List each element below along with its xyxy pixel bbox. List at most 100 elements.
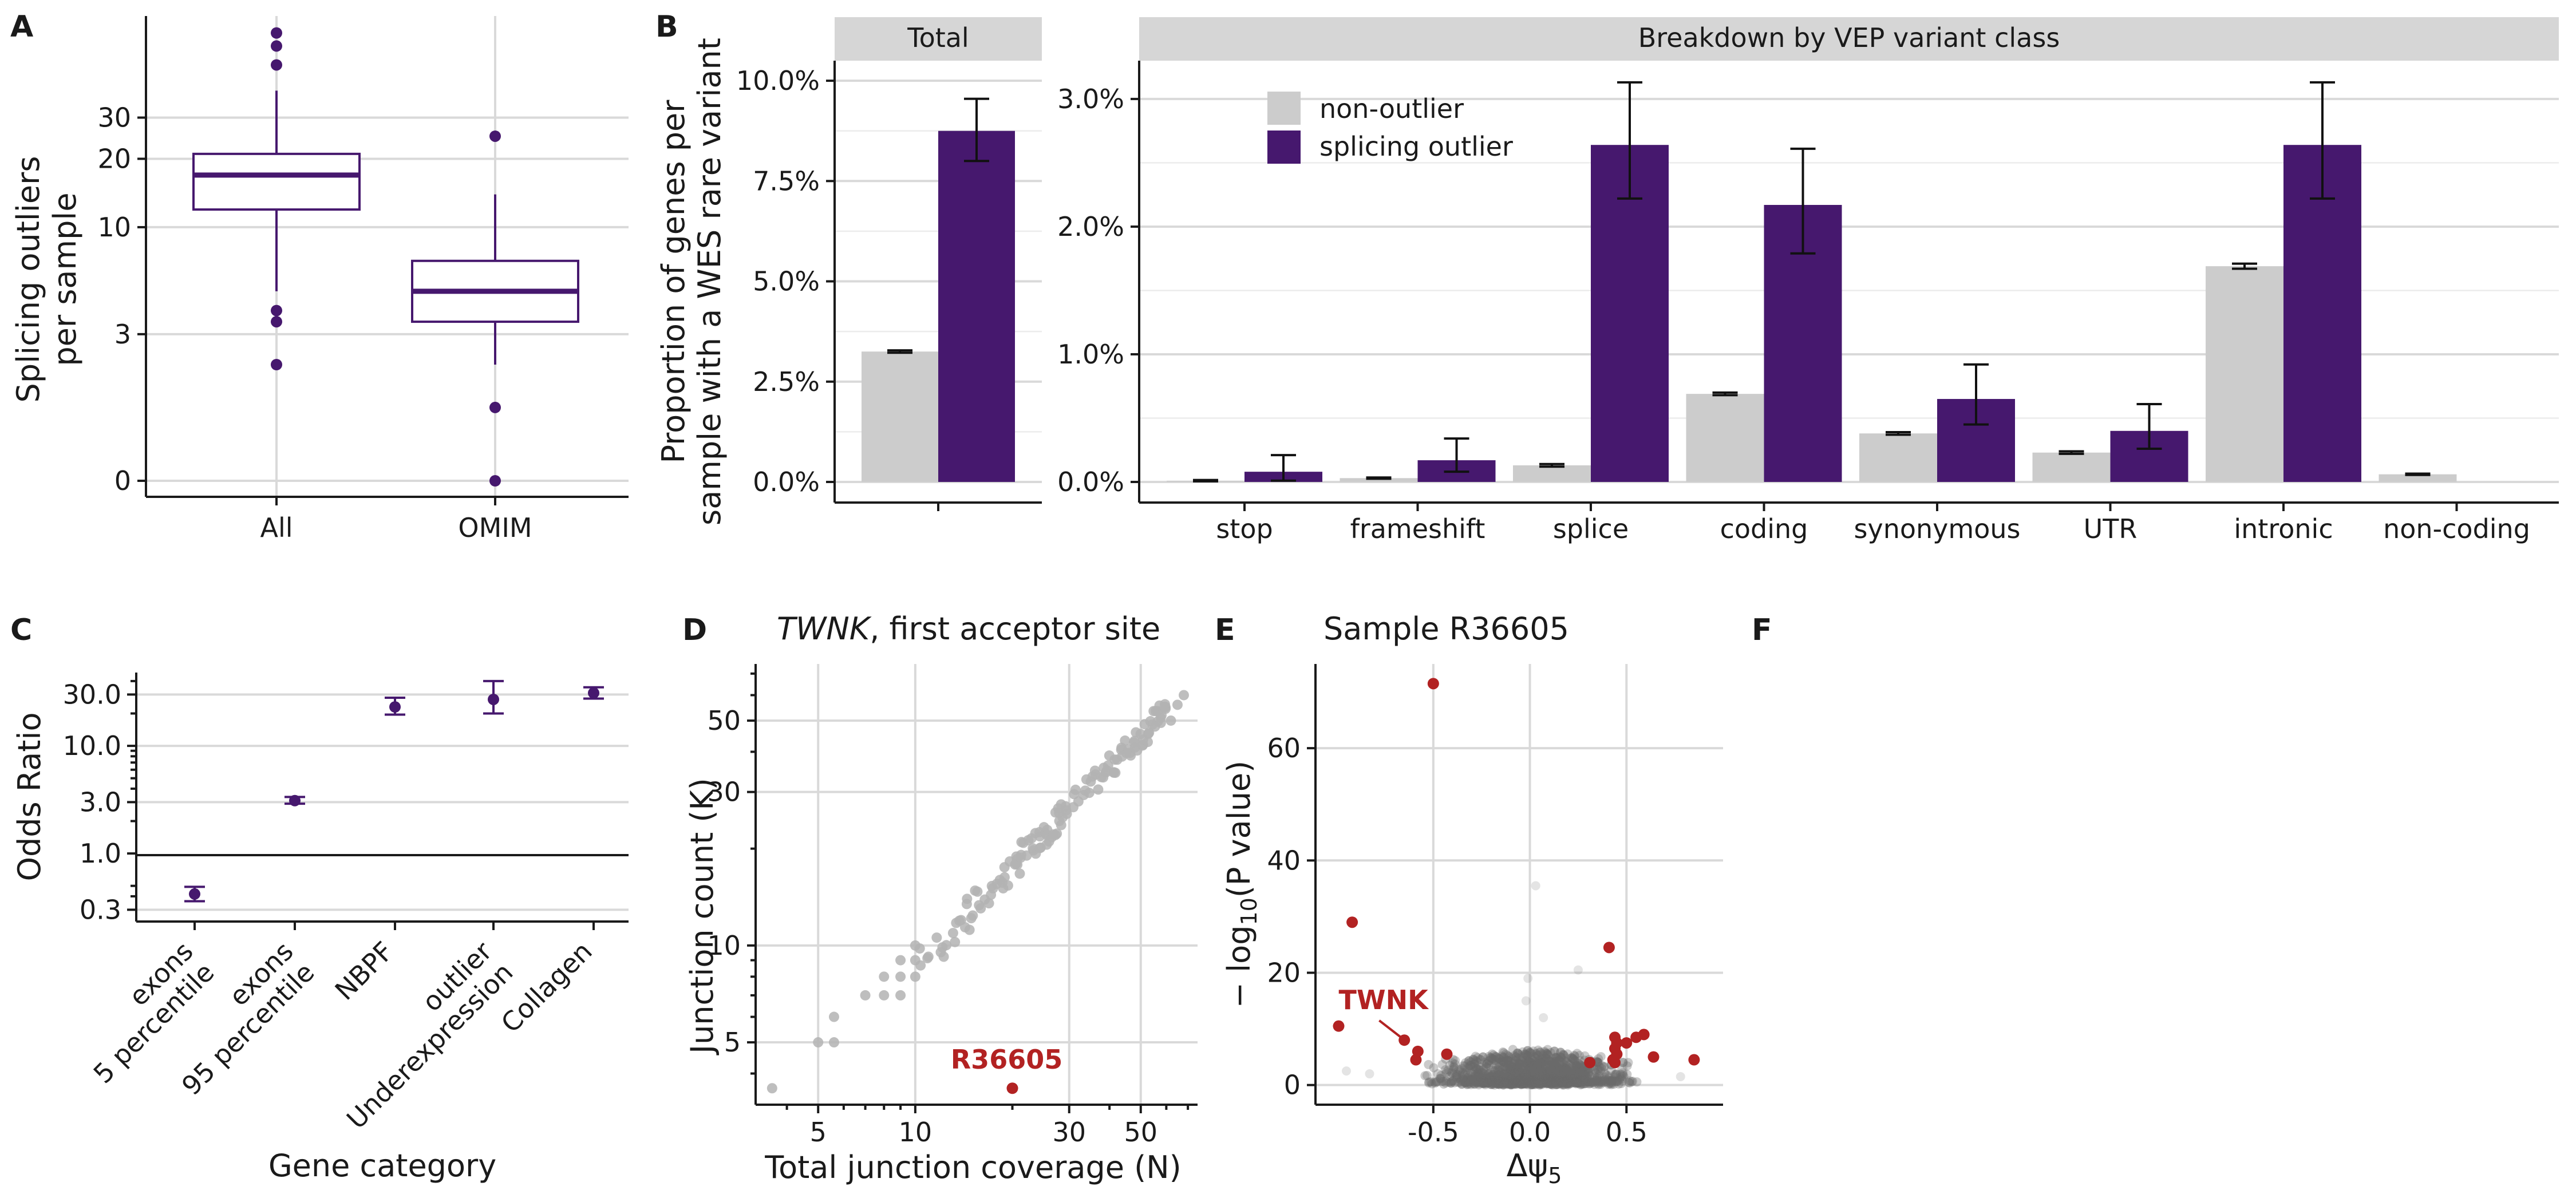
point-e-gray [1511, 1074, 1520, 1084]
point-e-gray [1427, 1079, 1437, 1089]
point-e-gray [1494, 1053, 1503, 1063]
point-e-gray [1487, 1080, 1496, 1089]
point-e-gray [1586, 1078, 1596, 1088]
point-e-gray [1455, 1064, 1464, 1074]
point-e-gray [1562, 1079, 1572, 1089]
point-e-gray [1524, 1064, 1534, 1074]
point-e-gray [1498, 1064, 1507, 1074]
point-d [828, 1011, 839, 1022]
point-e-gray [1527, 1076, 1537, 1086]
point-e-gray [1485, 1074, 1495, 1084]
point-e-gray [1498, 1071, 1508, 1081]
point-e-gray [1591, 1076, 1601, 1086]
point-e-gray [1467, 1077, 1477, 1087]
point-e-gray [1478, 1078, 1488, 1088]
point-e-gray [1528, 1066, 1538, 1076]
point-e-gray [1492, 1074, 1502, 1084]
point-e-gray [1507, 1079, 1517, 1089]
point-e-gray [1531, 1073, 1540, 1082]
point-e-gray [1548, 1071, 1558, 1081]
point-e-gray [1536, 1071, 1546, 1081]
point-e-gray [1485, 1075, 1495, 1085]
x-tick-label-coding: coding [1720, 513, 1808, 544]
point-e-gray [1484, 1069, 1494, 1078]
point-e-gray [1516, 1077, 1526, 1086]
point-e-gray [1516, 1076, 1526, 1086]
point-e-gray [1495, 1078, 1505, 1088]
point-e-gray [1456, 1067, 1465, 1077]
point-e-gray [1559, 1062, 1568, 1072]
point-e-gray [1617, 1076, 1627, 1086]
point-e-gray [1510, 1077, 1519, 1087]
point-e-gray [1536, 1076, 1546, 1085]
point-e-gray [1551, 1073, 1561, 1082]
point-e-gray [1489, 1079, 1499, 1089]
point-e-gray [1473, 1078, 1483, 1088]
point-e-gray [1537, 1049, 1547, 1059]
point-e-gray [1449, 1063, 1459, 1073]
point-e-gray [1547, 1054, 1557, 1063]
point-e-gray [1506, 1064, 1516, 1074]
point-e-gray [1516, 1079, 1526, 1089]
point-e-gray [1514, 1065, 1523, 1074]
point-d [1129, 736, 1140, 746]
point-e-gray [1461, 1067, 1471, 1077]
point-e-gray [1522, 1067, 1532, 1077]
point-e-gray [1502, 1077, 1511, 1087]
point-e-gray [1530, 1067, 1539, 1077]
point-e-gray [1471, 1071, 1481, 1081]
point-d [975, 903, 986, 914]
point-e-gray [1495, 1075, 1504, 1085]
point-e-gray [1530, 1078, 1539, 1088]
point-e-gray [1482, 1077, 1492, 1086]
point-e-gray [1519, 1075, 1529, 1085]
point-e-gray [1479, 1078, 1489, 1088]
point-e-gray [1557, 1076, 1567, 1086]
point-e-gray [1495, 1073, 1504, 1083]
point-e-gray [1466, 1080, 1476, 1089]
point-e-gray [1471, 1071, 1481, 1081]
point-e-gray [1581, 1066, 1590, 1076]
point-e-gray [1520, 1080, 1530, 1089]
point-e-gray [1565, 1070, 1575, 1080]
point-e-gray [1504, 1064, 1514, 1074]
point-e-gray [1452, 1073, 1462, 1083]
point-e-gray [1499, 1079, 1509, 1089]
point-e-gray [1527, 1058, 1536, 1068]
point-e-gray [1552, 1070, 1562, 1080]
point-d [1156, 710, 1167, 721]
point-e-gray [1514, 1058, 1523, 1068]
point-e-gray [1490, 1066, 1500, 1076]
point-e-gray [1494, 1080, 1504, 1089]
point-e-gray [1599, 1076, 1609, 1085]
point-e-gray [1514, 1077, 1523, 1086]
point-e-gray [1560, 1077, 1570, 1087]
point-e-gray [1520, 1058, 1530, 1068]
point-e-gray [1441, 1069, 1451, 1078]
point-e-gray [1532, 1077, 1542, 1087]
point-e-gray [1532, 1066, 1542, 1076]
point-e-gray [1444, 1072, 1454, 1082]
point-e-gray [1540, 1078, 1550, 1088]
point-e-gray [1508, 1073, 1518, 1082]
point-e-gray [1562, 1077, 1572, 1086]
point-e-gray [1509, 1076, 1519, 1085]
point-d [1023, 835, 1034, 845]
point-d [879, 971, 890, 982]
point-e-gray [1508, 1068, 1518, 1078]
legend-label-splicing-outlier: splicing outlier [1319, 131, 1513, 162]
point-e-gray [1485, 1067, 1495, 1077]
point-e-gray [1467, 1071, 1476, 1081]
point-e-gray [1533, 1051, 1543, 1061]
point-e-gray [1493, 1079, 1503, 1089]
point-e-gray [1522, 1050, 1532, 1060]
point-e-gray [1479, 1078, 1489, 1088]
point-e-gray [1607, 1077, 1617, 1086]
point-e-gray [1550, 1077, 1560, 1087]
point-e-gray [1481, 1071, 1491, 1081]
point-e-gray [1513, 1049, 1523, 1058]
point-e-gray [1546, 1080, 1555, 1089]
point-e-gray [1572, 1078, 1582, 1088]
point-d [983, 898, 994, 909]
